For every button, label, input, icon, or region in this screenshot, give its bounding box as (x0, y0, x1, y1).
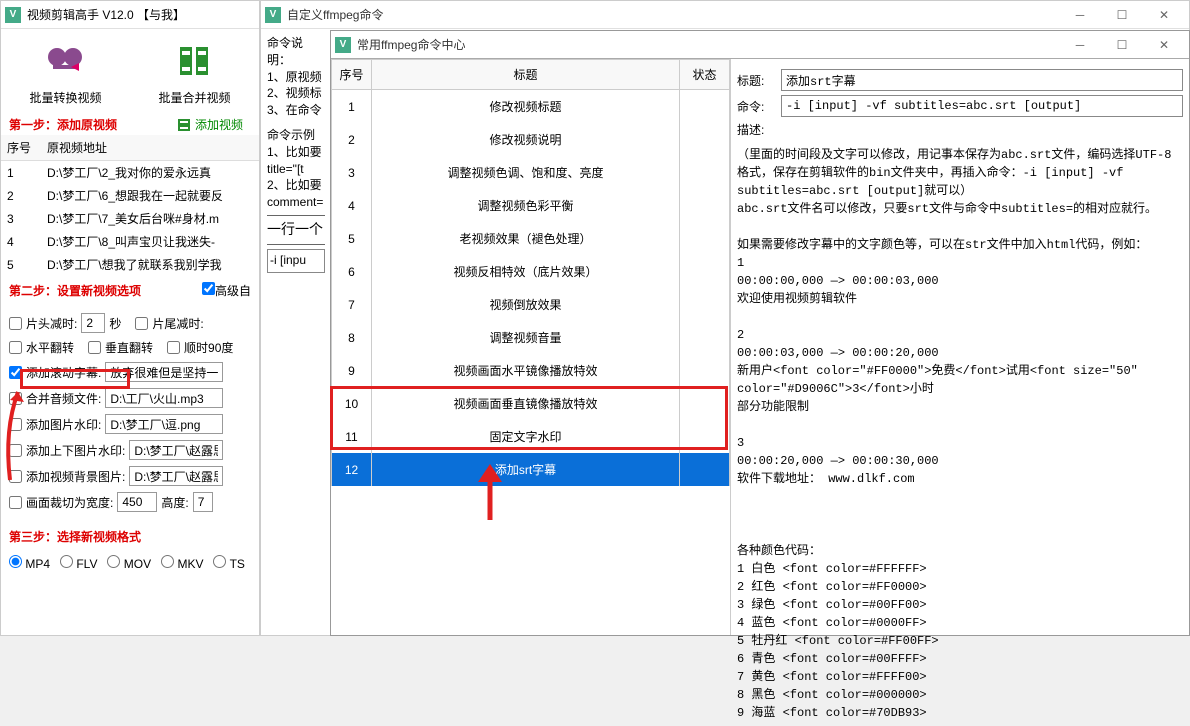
minimize-button[interactable]: ─ (1059, 31, 1101, 59)
command-row[interactable]: 9视频画面水平镜像播放特效 (332, 354, 730, 387)
ffmpeg-left-col: 命令说明： 1、原视频 2、视频标 3、在命令 命令示例 1、比如要 title… (261, 29, 331, 279)
command-row[interactable]: 3调整视频色调、饱和度、亮度 (332, 156, 730, 189)
crop-h-input[interactable] (193, 492, 213, 512)
main-toolbar: 批量转换视频 批量合并视频 (1, 29, 259, 114)
col-index: 序号 (332, 60, 372, 90)
add-icon (177, 118, 191, 132)
red-arrow-up-icon (470, 460, 510, 530)
command-list-panel: 序号 标题 状态 1修改视频标题2修改视频说明3调整视频色调、饱和度、亮度4调整… (331, 59, 731, 635)
main-titlebar: V 视频剪辑高手 V12.0 【与我】 (1, 1, 259, 29)
crop-check[interactable]: 画面裁切为宽度: (9, 494, 113, 511)
cmd-titlebar: V 常用ffmpeg命令中心 ─ ☐ ✕ (331, 31, 1189, 59)
table-row[interactable]: 1D:\梦工厂\2_我对你的爱永远真 (1, 161, 259, 185)
crop-w-input[interactable] (117, 492, 157, 512)
batch-convert-button[interactable]: 批量转换视频 (29, 37, 101, 106)
close-button[interactable]: ✕ (1143, 1, 1185, 29)
app-icon: V (265, 7, 281, 23)
title-input[interactable] (781, 69, 1183, 91)
step1-row: 第一步：添加原视频 添加视频 (1, 114, 259, 135)
command-row[interactable]: 11固定文字水印 (332, 420, 730, 453)
format-flv[interactable]: FLV (60, 555, 97, 571)
command-table: 序号 标题 状态 1修改视频标题2修改视频说明3调整视频色调、饱和度、亮度4调整… (331, 59, 730, 486)
main-title: 视频剪辑高手 V12.0 【与我】 (27, 6, 255, 23)
tb-wm-input[interactable] (129, 440, 223, 460)
command-row[interactable]: 8调整视频音量 (332, 321, 730, 354)
ffmpeg-title: 自定义ffmpeg命令 (287, 6, 1059, 23)
head-cut-input[interactable] (81, 313, 105, 333)
col-path: 原视频地址 (41, 135, 259, 161)
desc-text: （里面的时间段及文字可以修改，用记事本保存为abc.srt文件，编码选择UTF-… (737, 142, 1183, 726)
add-video-button[interactable]: 添加视频 (177, 116, 243, 133)
step2-label: 第二步：设置新视频选项 (9, 282, 141, 299)
table-row[interactable]: 4D:\梦工厂\8_叫声宝贝让我迷失- (1, 230, 259, 253)
command-row[interactable]: 10视频画面垂直镜像播放特效 (332, 387, 730, 420)
command-center-window: V 常用ffmpeg命令中心 ─ ☐ ✕ 序号 标题 状态 1修改视频标题2修改… (330, 30, 1190, 636)
step2-row: 第二步：设置新视频选项 高级自 (1, 276, 259, 301)
table-row[interactable]: 2D:\梦工厂\6_想跟我在一起就要反 (1, 184, 259, 207)
rot90-check[interactable]: 顺时90度 (167, 339, 233, 356)
film-icon (41, 37, 89, 85)
col-title: 标题 (372, 60, 680, 90)
command-row[interactable]: 2修改视频说明 (332, 123, 730, 156)
step1-label: 第一步：添加原视频 (9, 116, 117, 133)
maximize-button[interactable]: ☐ (1101, 1, 1143, 29)
cmd-title: 常用ffmpeg命令中心 (357, 36, 1059, 53)
main-editor-window: V 视频剪辑高手 V12.0 【与我】 批量转换视频 批量合并视频 第一步：添加… (0, 0, 260, 636)
command-row[interactable]: 4调整视频色彩平衡 (332, 189, 730, 222)
table-row[interactable]: 5D:\梦工厂\想我了就联系我别学我 (1, 253, 259, 276)
tail-cut-check[interactable]: 片尾减时: (135, 315, 203, 332)
red-arrow-icon (0, 380, 30, 490)
scroll-text-check[interactable]: 添加滚动字幕: (9, 364, 101, 381)
command-row[interactable]: 7视频倒放效果 (332, 288, 730, 321)
table-row[interactable]: 3D:\梦工厂\7_美女后台咪#身材.m (1, 207, 259, 230)
format-mov[interactable]: MOV (107, 555, 151, 571)
minimize-button[interactable]: ─ (1059, 1, 1101, 29)
format-mkv[interactable]: MKV (161, 555, 203, 571)
vflip-check[interactable]: 垂直翻转 (88, 339, 153, 356)
video-list-table: 序号 原视频地址 1D:\梦工厂\2_我对你的爱永远真2D:\梦工厂\6_想跟我… (1, 135, 259, 276)
close-button[interactable]: ✕ (1143, 31, 1185, 59)
desc-label: 描述: (737, 121, 777, 138)
scroll-text-input[interactable] (105, 362, 223, 382)
ffmpeg-cmd-input[interactable]: -i [inpu (267, 249, 325, 273)
tool-label: 批量转换视频 (29, 89, 101, 106)
col-index: 序号 (1, 135, 41, 161)
merge-icon (170, 37, 218, 85)
batch-merge-button[interactable]: 批量合并视频 (158, 37, 230, 106)
options-panel: 片头减时: 秒 片尾减时: 水平翻转 垂直翻转 顺时90度 添加滚动字幕: 合并… (1, 301, 259, 524)
format-mp4[interactable]: MP4 (9, 555, 50, 571)
maximize-button[interactable]: ☐ (1101, 31, 1143, 59)
advanced-checkbox[interactable]: 高级自 (202, 282, 251, 299)
col-status: 状态 (680, 60, 730, 90)
command-row[interactable]: 12添加srt字幕 (332, 453, 730, 486)
ffmpeg-titlebar: V 自定义ffmpeg命令 ─ ☐ ✕ (261, 1, 1189, 29)
app-icon: V (335, 37, 351, 53)
app-icon: V (5, 7, 21, 23)
img-wm-input[interactable] (105, 414, 223, 434)
cmd-input[interactable] (781, 95, 1183, 117)
hflip-check[interactable]: 水平翻转 (9, 339, 74, 356)
format-ts[interactable]: TS (213, 555, 244, 571)
command-row[interactable]: 1修改视频标题 (332, 90, 730, 124)
title-label: 标题: (737, 72, 777, 89)
head-cut-check[interactable]: 片头减时: (9, 315, 77, 332)
step3-label: 第三步：选择新视频格式 (1, 524, 259, 549)
merge-audio-input[interactable] (105, 388, 223, 408)
bg-img-input[interactable] (129, 466, 223, 486)
tool-label: 批量合并视频 (158, 89, 230, 106)
command-row[interactable]: 6视频反相特效（底片效果） (332, 255, 730, 288)
command-row[interactable]: 5老视频效果（褪色处理） (332, 222, 730, 255)
command-detail-panel: 标题: 命令: 描述: （里面的时间段及文字可以修改，用记事本保存为abc.sr… (731, 59, 1189, 635)
cmd-label: 命令: (737, 98, 777, 115)
format-radios: MP4 FLV MOV MKV TS (1, 549, 259, 577)
